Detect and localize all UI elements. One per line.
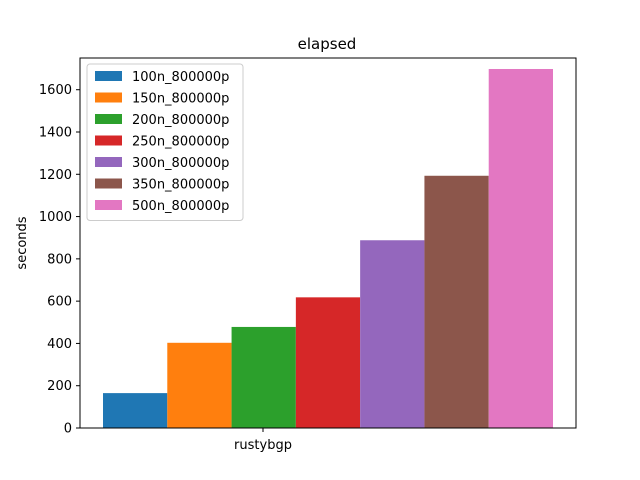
y-axis-label: seconds [15, 216, 30, 269]
bar-500n_800000p [488, 68, 553, 428]
legend-label: 250n_800000p [132, 135, 229, 150]
y-tick-label: 1400 [39, 126, 72, 141]
plot-frame [79, 57, 577, 429]
bar-250n_800000p [295, 297, 361, 428]
bar-350n_800000p [424, 175, 489, 428]
legend-label: 350n_800000p [132, 178, 229, 193]
legend-swatch [95, 157, 122, 167]
bar-100n_800000p [103, 393, 168, 428]
axes-group: 0 200 400 600 800 1000 1200 1400 1600 rustybgp [39, 57, 577, 453]
y-tick-label: 800 [47, 252, 72, 267]
chart-title: elapsed [298, 35, 357, 53]
legend-swatch [95, 200, 122, 210]
y-tick-label: 200 [47, 379, 72, 394]
legend-label: 100n_800000p [132, 70, 229, 85]
legend-label: 150n_800000p [132, 92, 229, 107]
bar-150n_800000p [167, 342, 232, 428]
y-tick-label: 1000 [39, 210, 72, 225]
bar-300n_800000p [360, 240, 425, 428]
legend-swatch [95, 135, 122, 146]
bar-200n_800000p [231, 326, 296, 428]
legend-label: 300n_800000p [132, 156, 229, 171]
y-tick-label: 0 [64, 422, 72, 437]
legend: 100n_800000p 150n_800000p 200n_800000p 250n… [86, 63, 244, 221]
legend-label: 500n_800000p [132, 199, 229, 214]
bars-group [103, 68, 553, 428]
legend-swatch [95, 71, 122, 81]
legend-box [86, 63, 244, 221]
x-tick-label: rustybgp [234, 438, 292, 453]
legend-label: 200n_800000p [132, 113, 229, 128]
y-tick-label: 1200 [39, 168, 72, 183]
y-tick-label: 600 [47, 295, 72, 310]
legend-swatch [95, 92, 122, 103]
legend-swatch [95, 114, 122, 124]
y-tick-label: 400 [47, 337, 72, 352]
legend-swatch [95, 178, 122, 189]
y-tick-label: 1600 [39, 83, 72, 98]
